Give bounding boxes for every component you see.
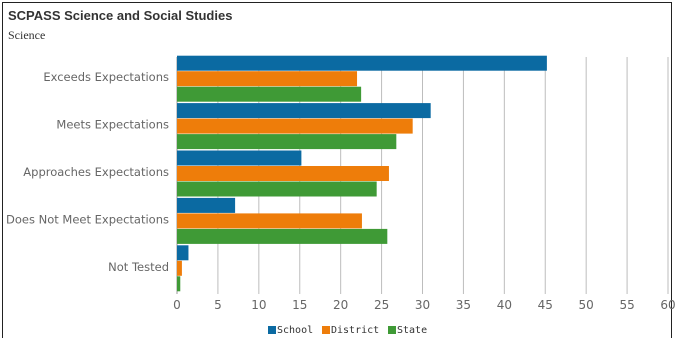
bar-school [177,197,236,213]
bar-school [177,55,547,71]
x-tick-label: 55 [619,298,634,312]
category-label: Meets Expectations [56,118,169,132]
bar-district [177,118,413,134]
x-tick-label: 10 [251,298,266,312]
bar-district [177,71,358,87]
legend-label-district: District [331,325,379,336]
bar-state [177,228,388,244]
x-tick-label: 50 [579,298,594,312]
category-label: Exceeds Expectations [43,70,169,84]
chart-frame [2,2,672,338]
category-label: Approaches Expectations [23,165,169,179]
bar-state [177,86,362,102]
x-tick-label: 45 [538,298,553,312]
bar-district [177,213,362,229]
bar-state [177,134,397,150]
x-tick-label: 20 [333,298,348,312]
x-tick-label: 60 [660,298,675,312]
x-tick-label: 30 [415,298,430,312]
chart-subtitle: Science [8,28,46,42]
legend-label-school: School [277,325,313,336]
x-tick-label: 0 [173,298,181,312]
legend-swatch-school [268,326,276,334]
legend-swatch-state [388,326,396,334]
bar-school [177,103,431,119]
legend-swatch-district [322,326,330,334]
category-label: Does Not Meet Expectations [6,212,169,226]
chart-title: SCPASS Science and Social Studies [8,8,233,23]
category-label: Not Tested [108,260,169,274]
x-tick-label: 5 [214,298,222,312]
x-tick-label: 25 [374,298,389,312]
bar-school [177,150,302,166]
bar-school [177,245,189,261]
x-tick-label: 40 [497,298,512,312]
bar-state [177,181,377,197]
bar-district [177,260,182,276]
x-tick-label: 35 [456,298,471,312]
x-tick-label: 15 [292,298,307,312]
bar-state [177,276,181,292]
bar-district [177,166,389,181]
legend-label-state: State [397,325,427,336]
